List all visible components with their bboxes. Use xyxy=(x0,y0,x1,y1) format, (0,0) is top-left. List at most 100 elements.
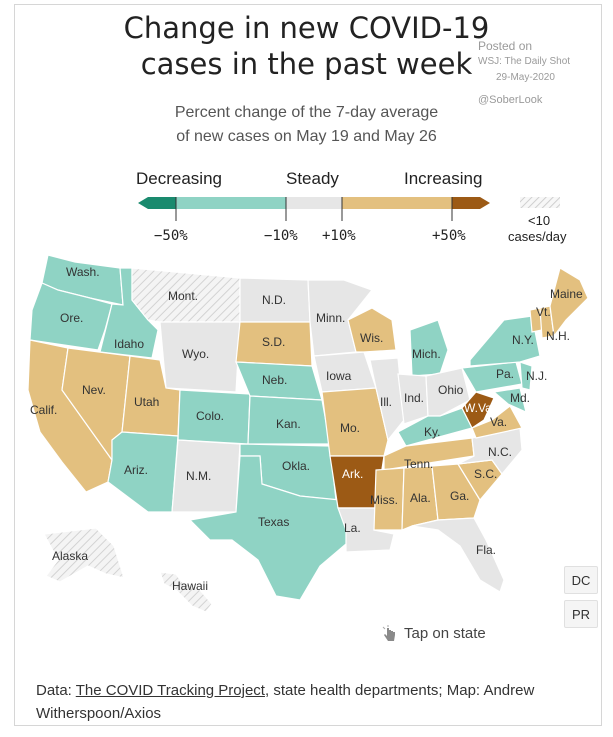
label-maine: Maine xyxy=(550,287,583,301)
legend-swatch-increase xyxy=(342,197,452,209)
label-mo: Mo. xyxy=(340,421,360,435)
label-ky: Ky. xyxy=(424,425,440,439)
state-new-york[interactable] xyxy=(469,315,541,367)
label-ga: Ga. xyxy=(450,489,469,503)
label-fla: Fla. xyxy=(476,543,496,557)
label-hawaii: Hawaii xyxy=(172,579,208,593)
label-texas: Texas xyxy=(258,515,289,529)
legend-swatch-strong-increase xyxy=(452,197,480,209)
state-maine[interactable] xyxy=(549,267,589,338)
covid-tracking-project-link[interactable]: The COVID Tracking Project xyxy=(75,682,265,699)
title-line-2: cases in the past week xyxy=(140,47,473,81)
subtitle-line-1: Percent change of the 7-day average xyxy=(174,104,439,121)
label-va: Va. xyxy=(490,415,507,429)
label-ill: Ill. xyxy=(380,395,392,409)
label-iowa: Iowa xyxy=(326,369,352,383)
label-wva: W.Va. xyxy=(464,401,495,415)
state-florida[interactable] xyxy=(411,517,505,593)
state-virginia[interactable] xyxy=(471,405,523,439)
label-ore: Ore. xyxy=(60,311,83,325)
label-nm: N.M. xyxy=(186,469,211,483)
state-texas[interactable] xyxy=(188,455,351,601)
label-wis: Wis. xyxy=(360,331,383,345)
state-west-virginia[interactable] xyxy=(461,391,495,429)
label-minn: Minn. xyxy=(316,311,345,325)
label-ohio: Ohio xyxy=(438,383,464,397)
legend-arrow-right xyxy=(480,197,490,209)
label-ny: N.Y. xyxy=(512,333,534,347)
subtitle-line-2: of new cases on May 19 and May 26 xyxy=(176,128,437,145)
label-la: La. xyxy=(344,521,361,535)
label-mont: Mont. xyxy=(168,289,198,303)
label-kan: Kan. xyxy=(276,417,301,431)
label-vt: Vt. xyxy=(536,305,551,319)
label-wash: Wash. xyxy=(66,265,100,279)
footer-suffix: , state health departments; Map: Andrew … xyxy=(36,682,535,722)
pr-button[interactable]: PR xyxy=(564,600,598,628)
posted-line-4: @SoberLook xyxy=(478,94,543,106)
label-pa: Pa. xyxy=(496,367,514,381)
label-idaho: Idaho xyxy=(114,337,144,351)
dc-button[interactable]: DC xyxy=(564,566,598,594)
state-new-jersey[interactable] xyxy=(519,361,533,391)
state-michigan[interactable] xyxy=(409,319,449,377)
legend-tick-4: +50% xyxy=(432,228,466,244)
label-colo: Colo. xyxy=(196,409,224,423)
label-nc: N.C. xyxy=(488,445,512,459)
tap-on-state-label: Tap on state xyxy=(404,625,486,642)
legend-swatch-low-cases xyxy=(520,197,560,208)
legend-swatch-steady xyxy=(286,197,342,209)
label-nd: N.D. xyxy=(262,293,286,307)
tap-on-state-hint: Tap on state xyxy=(380,625,486,643)
label-ariz: Ariz. xyxy=(124,463,148,477)
legend-tick-3: +10% xyxy=(322,228,356,244)
state-hawaii[interactable] xyxy=(159,571,213,613)
source-footer: Data: The COVID Tracking Project, state … xyxy=(36,679,596,725)
tap-hand-icon xyxy=(382,625,395,642)
legend-arrow-left xyxy=(138,197,148,209)
label-ark: Ark. xyxy=(342,467,363,481)
label-wyo: Wyo. xyxy=(182,347,209,361)
legend-tick-1: −50% xyxy=(154,228,188,244)
title-line-1: Change in new COVID-19 xyxy=(123,11,490,45)
state-alaska[interactable] xyxy=(43,527,125,583)
label-miss: Miss. xyxy=(370,493,398,507)
legend-steady-label: Steady xyxy=(286,169,339,188)
legend-low-cases-line-2: cases/day xyxy=(508,229,567,244)
label-alaska: Alaska xyxy=(52,549,88,563)
label-nev: Nev. xyxy=(82,383,106,397)
state-georgia[interactable] xyxy=(431,463,481,521)
posted-line-3: 29-May-2020 xyxy=(496,72,555,83)
label-sc: S.C. xyxy=(474,467,497,481)
footer-prefix: Data: xyxy=(36,682,76,699)
label-ind: Ind. xyxy=(404,391,424,405)
legend-tick-2: −10% xyxy=(264,228,298,244)
posted-line-2: WSJ: The Daily Shot xyxy=(478,56,571,67)
legend-swatch-decrease xyxy=(176,197,286,209)
label-calif: Calif. xyxy=(30,403,57,417)
label-neb: Neb. xyxy=(262,373,287,387)
label-nh: N.H. xyxy=(546,329,570,343)
label-mich: Mich. xyxy=(412,347,441,361)
state-missouri[interactable] xyxy=(321,387,389,457)
chart-title: Change in new COVID-19 cases in the past… xyxy=(0,10,613,82)
label-utah: Utah xyxy=(134,395,159,409)
state-wyoming[interactable] xyxy=(159,321,241,393)
state-wisconsin[interactable] xyxy=(347,307,397,353)
label-ala: Ala. xyxy=(410,491,431,505)
legend-swatch-strong-decrease xyxy=(148,197,176,209)
state-illinois[interactable] xyxy=(369,357,405,442)
legend-low-cases-line-1: <10 xyxy=(528,213,551,228)
legend-increasing-label: Increasing xyxy=(404,169,483,188)
label-nj: N.J. xyxy=(526,369,547,383)
state-ohio[interactable] xyxy=(425,367,471,417)
label-md: Md. xyxy=(510,391,530,405)
posted-watermark: Posted on WSJ: The Daily Shot 29-May-202… xyxy=(478,38,570,108)
legend-decreasing-label: Decreasing xyxy=(136,169,222,188)
chart-subtitle: Percent change of the 7-day average of n… xyxy=(0,101,613,149)
label-okla: Okla. xyxy=(282,459,310,473)
label-sd: S.D. xyxy=(262,335,285,349)
posted-line-1: Posted on xyxy=(478,39,533,53)
state-maryland[interactable] xyxy=(492,387,527,414)
